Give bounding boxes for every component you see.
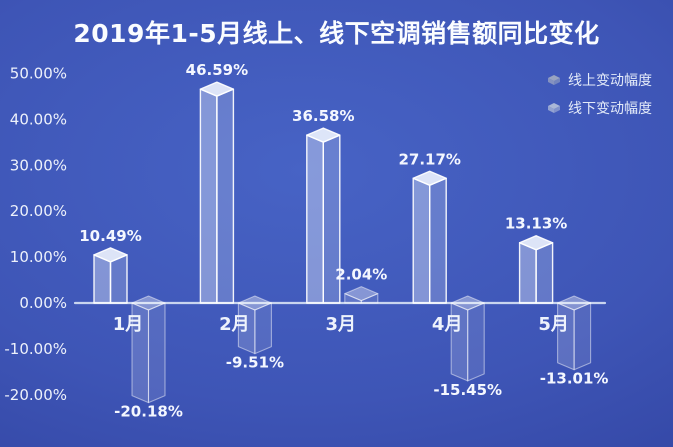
bar-offline-2月 <box>237 295 272 355</box>
bar-online-5月 <box>518 235 554 304</box>
data-label: -13.01% <box>540 370 609 388</box>
bar-offline-4月 <box>450 295 485 382</box>
bar-offline-3月 <box>344 286 379 304</box>
bar-offline-1月 <box>131 295 166 404</box>
data-label: 2.04% <box>335 266 387 284</box>
y-axis-tick-label: 40.00% <box>10 110 67 128</box>
data-label: 10.49% <box>79 227 141 245</box>
legend-label-online: 线上变动幅度 <box>568 73 652 89</box>
legend-label-offline: 线下变动幅度 <box>568 101 652 117</box>
bar-online-1月 <box>93 247 128 304</box>
cube-icon <box>548 75 560 85</box>
y-axis-tick-label: 30.00% <box>10 156 67 174</box>
y-axis-tick-label: 20.00% <box>10 202 67 220</box>
legend: 线上变动幅度 线下变动幅度 <box>547 66 652 122</box>
data-label: 36.58% <box>292 107 354 125</box>
y-axis-tick-label: 0.00% <box>19 294 67 312</box>
bar-online-3月 <box>306 127 341 304</box>
x-axis-category-label: 5月 <box>538 314 569 335</box>
x-axis-category-label: 3月 <box>326 314 357 335</box>
x-axis-category-label: 2月 <box>219 314 250 335</box>
y-axis-tick-label: -10.00% <box>4 340 67 358</box>
data-label: -9.51% <box>226 354 284 372</box>
chart-title: 2019年1-5月线上、线下空调销售额同比变化 <box>73 19 600 48</box>
data-label: 46.59% <box>186 61 248 79</box>
x-axis-category-label: 1月 <box>113 314 144 335</box>
y-axis-tick-label: -20.00% <box>4 386 67 404</box>
bar-offline-5月 <box>557 295 592 371</box>
cube-icon <box>548 103 560 113</box>
data-label: 13.13% <box>505 215 567 233</box>
legend-item-online: 线上变动幅度 <box>547 66 652 94</box>
bar-online-4月 <box>412 170 447 304</box>
y-axis-tick-label: 50.00% <box>10 65 67 83</box>
data-label: -15.45% <box>433 381 502 399</box>
data-label: 27.17% <box>398 150 460 168</box>
x-axis-category-label: 4月 <box>432 314 463 335</box>
bar-online-2月 <box>199 81 235 304</box>
data-label: -20.18% <box>114 403 183 421</box>
y-axis-tick-label: 10.00% <box>10 248 67 266</box>
legend-item-offline: 线下变动幅度 <box>547 94 652 122</box>
